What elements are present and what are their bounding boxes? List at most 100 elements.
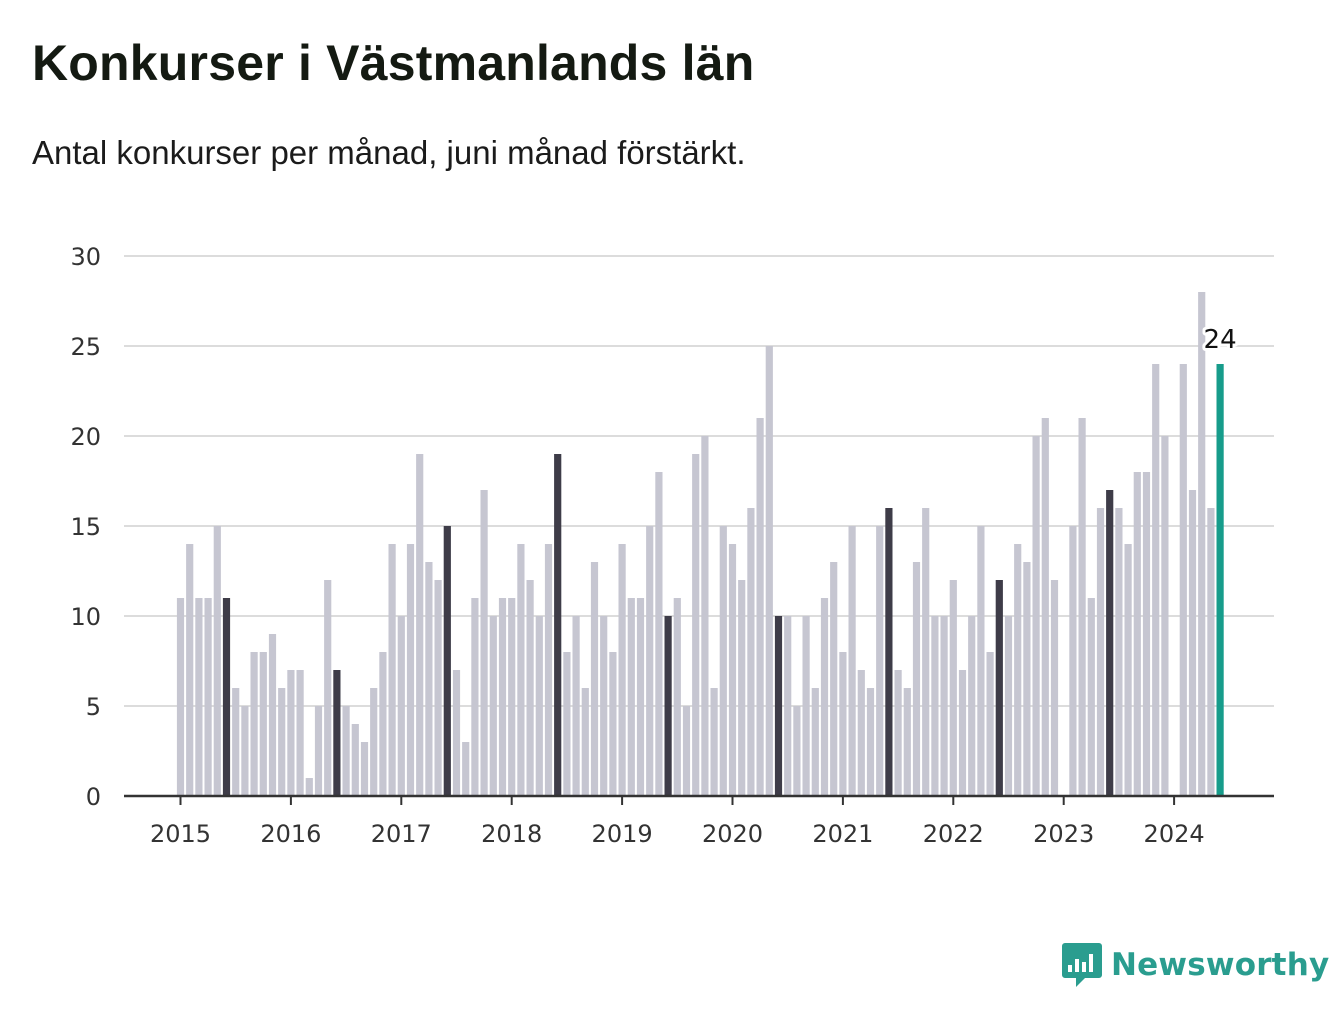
bar [544, 544, 553, 796]
bar [360, 742, 369, 796]
bar [278, 688, 286, 796]
bar [1050, 580, 1059, 796]
bar [765, 346, 773, 796]
bar [1179, 364, 1187, 796]
y-tick-label: 15 [70, 513, 101, 541]
bar [259, 652, 267, 796]
bar [885, 508, 893, 796]
bar [655, 472, 663, 796]
bar [894, 670, 902, 796]
bar [268, 634, 277, 796]
bar [600, 616, 608, 796]
y-tick-label: 10 [70, 603, 101, 631]
bar [784, 616, 792, 796]
bar [1041, 418, 1049, 796]
bar [1078, 418, 1086, 796]
bar [1004, 616, 1013, 796]
bar [508, 598, 516, 796]
bar [1133, 472, 1141, 796]
newsworthy-logo-icon [1062, 943, 1102, 987]
bar [793, 706, 801, 796]
bar [213, 526, 221, 796]
bar [1161, 436, 1169, 796]
bar [673, 598, 681, 796]
bar [535, 616, 543, 796]
bar [296, 670, 304, 796]
bar [241, 706, 249, 796]
bar [452, 670, 461, 796]
bar [756, 418, 764, 796]
bar [682, 706, 691, 796]
bar [517, 544, 525, 796]
bar [590, 562, 599, 796]
bar [949, 580, 957, 796]
bar [489, 616, 497, 796]
bar [931, 616, 939, 796]
x-tick-label: 2024 [1144, 820, 1205, 848]
x-tick-label: 2022 [923, 820, 984, 848]
y-axis-ticks: 0 5 10 15 20 25 30 [70, 243, 101, 811]
bar [1207, 508, 1215, 796]
newsworthy-logo: Newsworthy [1061, 941, 1329, 989]
bar [1023, 562, 1031, 796]
bar [563, 652, 571, 796]
latest-value-label: 24 [1204, 325, 1237, 355]
bar [857, 670, 865, 796]
bar [526, 580, 534, 796]
bar [379, 652, 387, 796]
bar [664, 616, 672, 796]
bar [866, 688, 875, 796]
x-tick-label: 2019 [592, 820, 653, 848]
x-tick-label: 2021 [812, 820, 873, 848]
bar [1142, 472, 1151, 796]
x-tick-label: 2017 [371, 820, 432, 848]
x-tick-label: 2015 [150, 820, 211, 848]
bar [636, 598, 645, 796]
bar [443, 526, 451, 796]
bar [195, 598, 203, 796]
bar [416, 454, 424, 796]
bar [977, 526, 985, 796]
bar [425, 562, 433, 796]
bar [176, 598, 185, 796]
bar [627, 598, 635, 796]
bar [1216, 364, 1224, 796]
bar [351, 724, 359, 796]
bar [434, 580, 442, 796]
y-tick-label: 25 [70, 333, 101, 361]
bar [701, 436, 709, 796]
bar [646, 526, 654, 796]
bar [572, 616, 580, 796]
bar [839, 652, 847, 796]
y-tick-label: 20 [70, 423, 101, 451]
x-tick-label: 2016 [260, 820, 321, 848]
bar [333, 670, 341, 796]
bar [995, 580, 1003, 796]
bar [406, 544, 415, 796]
bar [324, 580, 332, 796]
bar [232, 688, 240, 796]
x-tick-label: 2020 [702, 820, 763, 848]
y-tick-label: 5 [86, 693, 101, 721]
bar [830, 562, 838, 796]
y-tick-label: 0 [86, 783, 101, 811]
bar [922, 508, 930, 796]
x-tick-label: 2023 [1033, 820, 1094, 848]
bar [710, 688, 718, 796]
bar [618, 544, 626, 796]
bar [462, 742, 470, 796]
bar [388, 544, 396, 796]
bar [186, 544, 194, 796]
bar [222, 598, 231, 796]
brand-name: Newsworthy [1111, 947, 1330, 983]
bar [370, 688, 378, 796]
bar-chart: 0 5 10 15 20 25 30 2015 2016 2017 2018 2019 2020 202… [70, 243, 1274, 848]
bar [958, 670, 967, 796]
bar [250, 652, 258, 796]
bar [204, 598, 212, 796]
bar [968, 616, 976, 796]
bar [314, 706, 323, 796]
bar [1115, 508, 1123, 796]
bar [848, 526, 856, 796]
bar [728, 544, 737, 796]
